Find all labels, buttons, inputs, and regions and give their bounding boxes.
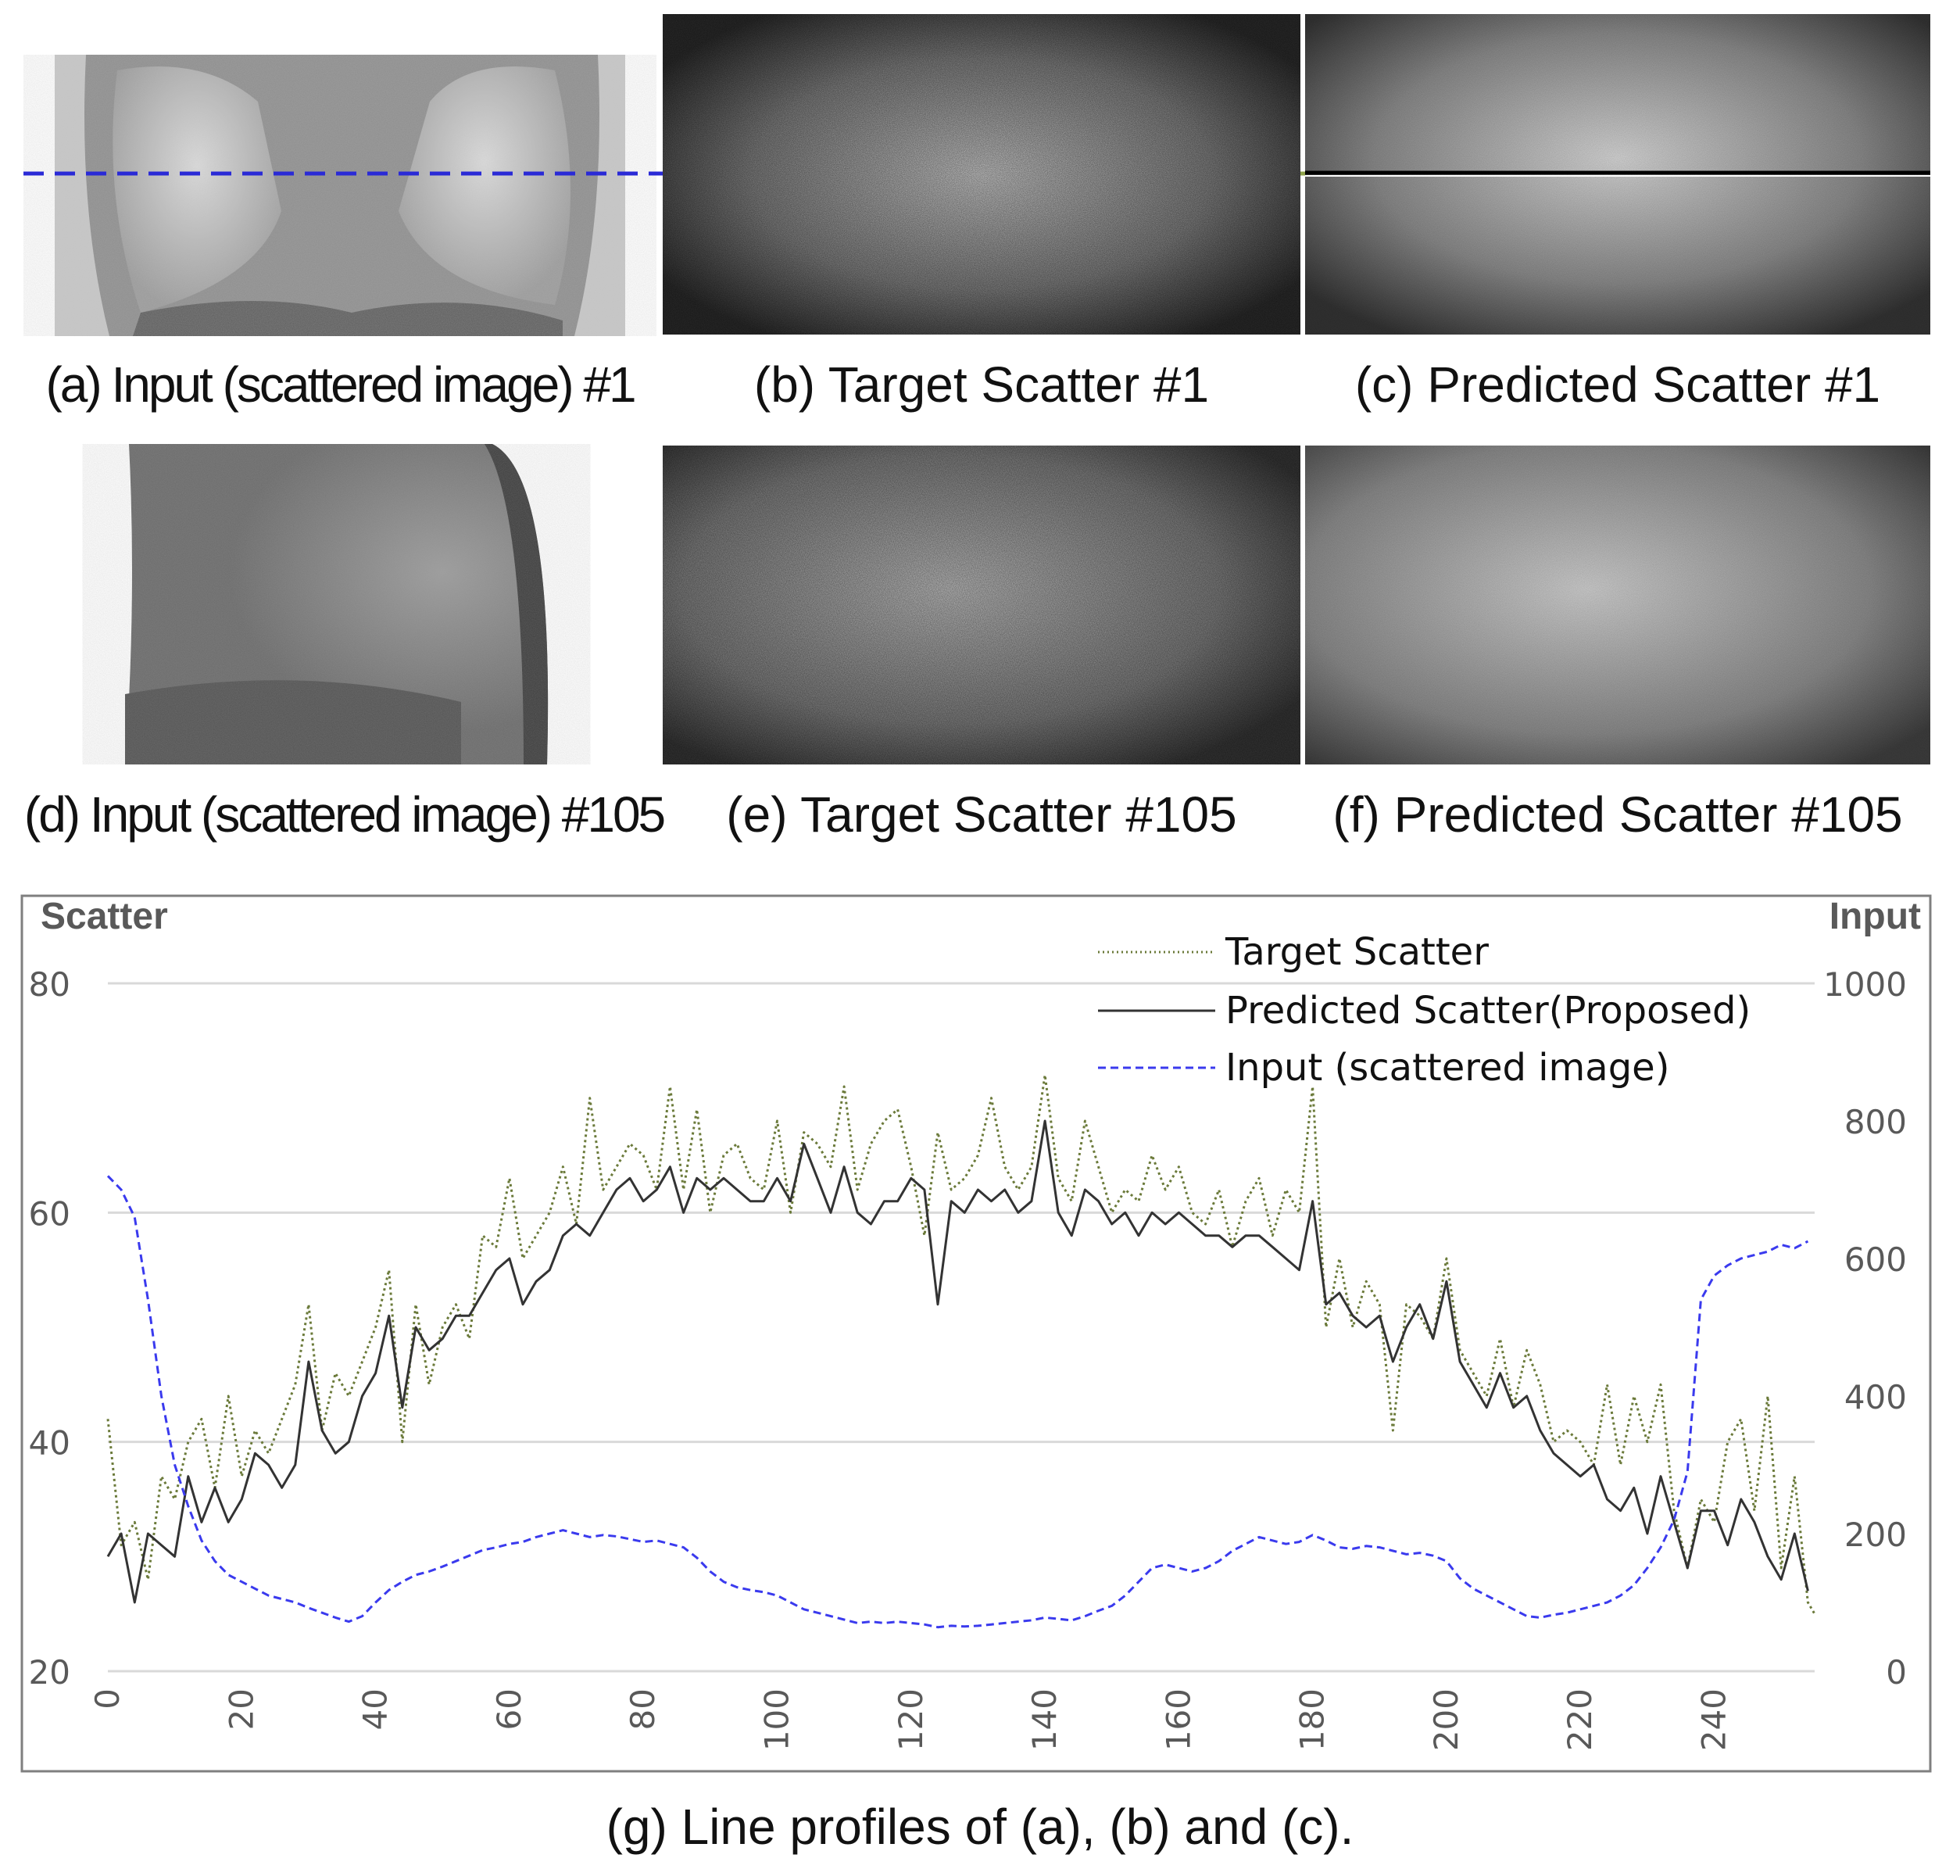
legend-label-predicted: Predicted Scatter(Proposed) bbox=[1225, 989, 1751, 1033]
y-right-tick-label: 200 bbox=[1844, 1516, 1907, 1554]
y-left-tick-label: 60 bbox=[29, 1194, 70, 1233]
panel-d-image bbox=[125, 444, 549, 764]
series-line-input bbox=[106, 1175, 1809, 1629]
x-tick-label: 20 bbox=[222, 1688, 260, 1730]
series-line-predicted bbox=[106, 1119, 1809, 1604]
legend-label-target: Target Scatter bbox=[1225, 930, 1489, 974]
caption-f: (f) Predicted Scatter #105 bbox=[1332, 786, 1903, 843]
x-tick-label: 40 bbox=[356, 1688, 395, 1730]
x-tick-label: 160 bbox=[1159, 1688, 1197, 1751]
x-tick-label: 220 bbox=[1561, 1688, 1599, 1751]
series-line-target bbox=[106, 1073, 1816, 1615]
y-left-tick-label: 80 bbox=[29, 965, 70, 1004]
y-left-axis-title: Scatter bbox=[41, 896, 168, 937]
x-tick-label: 60 bbox=[490, 1688, 528, 1730]
y-right-tick-label: 1000 bbox=[1823, 965, 1907, 1004]
y-right-tick-label: 800 bbox=[1844, 1103, 1907, 1141]
legend: Target Scatter Predicted Scatter(Propose… bbox=[1098, 930, 1751, 1090]
caption-e: (e) Target Scatter #105 bbox=[726, 786, 1237, 843]
x-tick-label: 80 bbox=[624, 1688, 662, 1730]
y-right-tick-label: 400 bbox=[1844, 1378, 1907, 1416]
x-tick-label: 140 bbox=[1025, 1688, 1064, 1751]
x-tick-label: 180 bbox=[1293, 1688, 1332, 1751]
y-right-tick-label: 0 bbox=[1886, 1653, 1907, 1692]
x-tick-label: 240 bbox=[1695, 1688, 1733, 1751]
panel-b-image bbox=[663, 14, 1300, 335]
y-right-axis-title: Input bbox=[1829, 896, 1921, 937]
figure-caption: (g) Line profiles of (a), (b) and (c). bbox=[606, 1799, 1354, 1855]
caption-b: (b) Target Scatter #1 bbox=[753, 356, 1210, 413]
caption-c: (c) Predicted Scatter #1 bbox=[1354, 356, 1881, 413]
x-tick-label: 100 bbox=[757, 1688, 796, 1751]
panel-e-image bbox=[663, 446, 1300, 764]
panel-a-image bbox=[55, 55, 625, 336]
caption-d: (d) Input (scattered image) #105 bbox=[23, 786, 666, 843]
x-tick-label: 200 bbox=[1427, 1688, 1465, 1751]
caption-a: (a) Input (scattered image) #1 bbox=[45, 356, 636, 413]
legend-label-input: Input (scattered image) bbox=[1225, 1046, 1669, 1090]
y-left-tick-label: 40 bbox=[29, 1424, 70, 1462]
panel-c-image bbox=[1305, 14, 1930, 335]
panel-f-image bbox=[1305, 446, 1930, 764]
x-tick-label: 120 bbox=[892, 1688, 930, 1751]
y-right-tick-label: 600 bbox=[1844, 1241, 1907, 1279]
y-left-tick-label: 20 bbox=[29, 1653, 70, 1692]
x-tick-label: 0 bbox=[88, 1688, 127, 1710]
